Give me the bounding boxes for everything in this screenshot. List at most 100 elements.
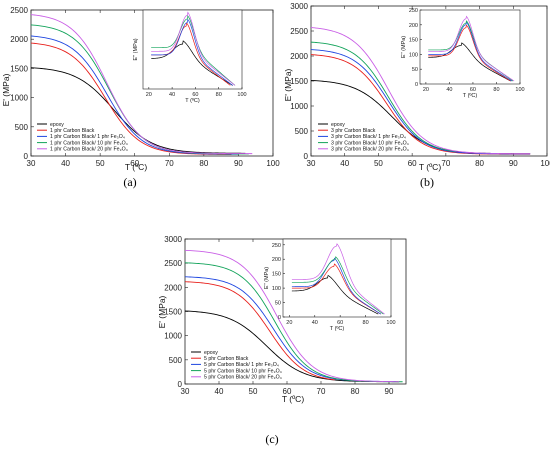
main-ytick-label: 2000 [290, 52, 308, 61]
inset-xtick-label: 100 [386, 320, 395, 326]
inset-chart: 20 40 60 80 100 0 50 100 150 200 250 T (ºC) E'' (MPa… [401, 8, 525, 99]
main-ytick-label: 1000 [290, 102, 308, 111]
main-curves [311, 27, 531, 155]
inset-series-line [291, 274, 379, 315]
panel-label: (a) [123, 175, 136, 189]
main-xtick-label: 40 [340, 159, 349, 168]
inset-xtick-label: 80 [493, 87, 499, 93]
inset-ytick-label: 200 [409, 23, 418, 29]
inset-y-axis-label: E'' (MPa) [264, 267, 270, 289]
main-xtick-label: 70 [317, 387, 326, 396]
legend-label: 1 phr Carbon Black [50, 128, 95, 134]
inset-curves [151, 11, 236, 86]
inset-ytick-label: 200 [272, 257, 281, 263]
inset-ytick-label: 250 [272, 243, 281, 249]
main-ytick-label: 1500 [164, 308, 182, 317]
inset-xtick-label: 60 [470, 87, 476, 93]
x-axis-label: T (ºC) [125, 162, 147, 172]
inset-ytick-label: 0 [415, 82, 418, 88]
inset-series-line [151, 15, 236, 86]
inset-frame [282, 238, 392, 318]
legend-label: 5 phr Carbon Black/ 1 phr Fe₃O₄ [204, 362, 279, 368]
inset-xtick-label: 100 [237, 92, 246, 98]
main-xtick-label: 50 [96, 159, 105, 168]
main-xtick-label: 80 [351, 387, 360, 396]
main-xtick-label: 70 [165, 159, 174, 168]
main-xtick-label: 80 [475, 159, 484, 168]
main-xtick-label: 40 [215, 387, 224, 396]
inset-series-line [291, 243, 385, 315]
inset-xtick-label: 20 [146, 92, 152, 98]
main-xtick-label: 80 [199, 159, 208, 168]
inset-xtick-label: 80 [216, 92, 222, 98]
y-axis-label: E' (MPa) [283, 68, 293, 101]
series-line [311, 27, 531, 155]
legend-label: 3 phr Carbon Black/ 20 phr Fe₃O₄ [331, 147, 409, 153]
inset-xtick-label: 60 [192, 92, 198, 98]
inset-ytick-label: 100 [272, 286, 281, 292]
main-ytick-label: 1500 [290, 77, 308, 86]
legend-label: epoxy [331, 122, 345, 128]
main-xtick-label: 50 [374, 159, 383, 168]
main-ytick-label: 1000 [164, 332, 182, 341]
inset-curves [428, 15, 515, 82]
legend-label: 5 phr Carbon Black/ 10 phr Fe₃O₄ [204, 368, 282, 374]
main-ytick-label: 500 [295, 127, 309, 136]
main-ytick-label: 3000 [290, 2, 308, 11]
main-ytick-label: 2000 [10, 35, 28, 44]
main-ytick-label: 3000 [164, 235, 182, 244]
inset-xtick-label: 40 [312, 320, 318, 326]
inset-series-line [428, 21, 512, 82]
legend-label: epoxy [50, 122, 64, 128]
legend-label: 1 phr Carbon Black/ 20 phr Fe₃O₄ [50, 147, 128, 153]
chart-panel: 3040506070809010005001000150020002500300… [283, 2, 550, 189]
main-ytick-label: 2500 [10, 6, 28, 15]
legend-label: 1 phr Carbon Black/ 1 phr Fe₃O₄ [50, 134, 125, 140]
main-xtick-label: 100 [266, 159, 280, 168]
panel-label: (b) [420, 175, 434, 189]
main-ytick-label: 2500 [290, 27, 308, 36]
inset-xtick-label: 20 [423, 87, 429, 93]
main-curves [185, 249, 403, 383]
inset-xtick-label: 40 [446, 87, 452, 93]
main-xtick-label: 60 [283, 387, 292, 396]
main-ytick-label: 2500 [164, 259, 182, 268]
inset-chart: 20 40 60 80 100 0 50 100 150 200 250 T (ºC) E'' (MPa… [264, 238, 396, 332]
inset-frame [419, 9, 521, 85]
main-xtick-label: 60 [130, 159, 139, 168]
y-axis-label: E' (MPa) [157, 295, 167, 328]
main-xtick-label: 30 [27, 159, 36, 168]
inset-xtick-label: 100 [515, 87, 524, 93]
series-line [31, 14, 253, 155]
main-xtick-label: 40 [61, 159, 70, 168]
inset-ytick-label: 50 [412, 67, 418, 73]
legend-label: 3 phr Carbon Black/ 1 phr Fe₃O₄ [331, 134, 406, 140]
inset-xtick-label: 60 [337, 320, 343, 326]
inset-xtick-label: 80 [363, 320, 369, 326]
legend-label: 3 phr Carbon Black/ 10 phr Fe₃O₄ [331, 140, 409, 146]
inset-series-line [151, 18, 233, 86]
series-line [311, 41, 457, 152]
inset-y-axis-label: E'' (MPa) [401, 36, 407, 58]
main-xtick-label: 90 [509, 159, 518, 168]
main-xtick-label: 70 [441, 159, 450, 168]
inset-ytick-label: 150 [409, 38, 418, 44]
inset-xtick-label: 20 [286, 320, 292, 326]
inset-frame [142, 9, 243, 90]
chart-panel: 30 40 50 60 70 80 90 10005001000150020002500epo… [1, 6, 280, 189]
x-axis-label: T (ºC) [282, 394, 304, 404]
legend-label: epoxy [204, 350, 218, 356]
x-axis-label: T (ºC) [419, 162, 441, 172]
main-xtick-label: 30 [181, 387, 190, 396]
main-ytick-label: 2000 [164, 283, 182, 292]
main-xtick-label: 30 [307, 159, 316, 168]
y-axis-label: E' (MPa) [1, 73, 11, 106]
inset-series-line [291, 263, 382, 315]
inset-x-axis-label: T (ºC) [185, 97, 200, 104]
inset-curves [291, 243, 385, 315]
legend-label: 3 phr Carbon Black [331, 128, 376, 134]
chart-panel: 30 40 50 60 70 80 90050010001500200025003000ep… [157, 235, 407, 446]
main-ytick-label: 500 [169, 356, 183, 365]
series-line [185, 249, 400, 383]
